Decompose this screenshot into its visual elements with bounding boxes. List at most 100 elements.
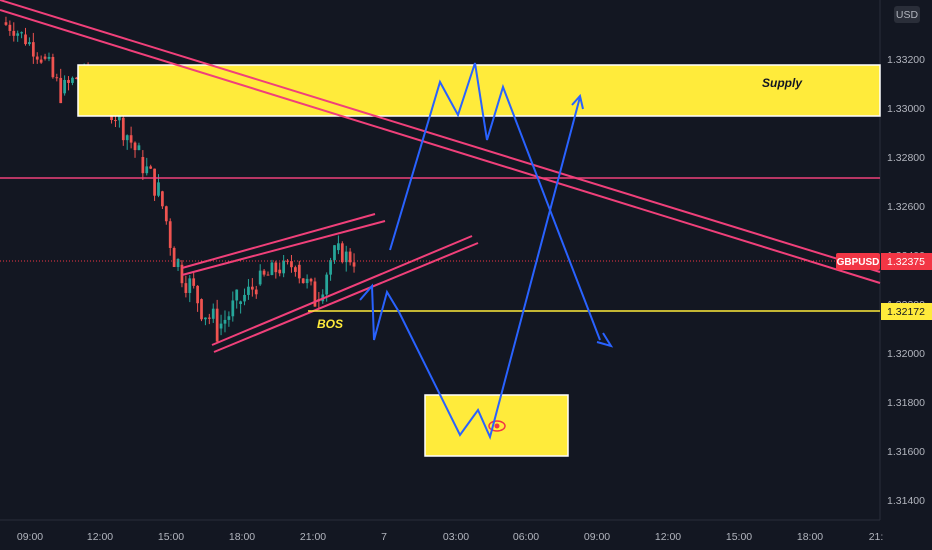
time-tick-label: 06:00 <box>513 531 539 543</box>
candle <box>20 31 23 39</box>
candle <box>149 164 153 170</box>
symbol-tag <box>836 253 880 270</box>
candle <box>121 114 125 146</box>
candle-body <box>145 166 149 174</box>
candle-body <box>176 259 180 268</box>
candle <box>309 277 313 286</box>
candle <box>250 278 254 297</box>
candle <box>223 310 227 333</box>
candle <box>215 299 219 344</box>
candle <box>211 303 215 323</box>
candle <box>184 275 188 298</box>
wedge-top-line-1[interactable] <box>181 213 376 269</box>
price-tick-label: 1.33200 <box>887 54 925 66</box>
candle-body <box>235 289 239 301</box>
candle-body <box>12 30 16 36</box>
candle-body <box>231 300 235 317</box>
candle-body <box>254 289 258 295</box>
candle <box>35 52 39 64</box>
current-price-label: 1.32375 <box>887 256 925 268</box>
candle <box>286 259 289 265</box>
symbol-label: GBPUSD <box>837 257 880 268</box>
candle-body <box>282 260 286 274</box>
candle <box>270 259 274 276</box>
candle-body <box>352 262 356 267</box>
candle-body <box>192 278 196 286</box>
candle-body <box>247 286 250 295</box>
bos-price-tag <box>881 303 932 320</box>
projection-path-down[interactable] <box>359 96 581 441</box>
time-axis[interactable]: 09:00 12:00 15:00 18:00 21:00 7 03:00 06:00 09:0… <box>17 531 883 543</box>
candle <box>337 235 340 255</box>
candle <box>55 73 59 82</box>
candle-body <box>121 117 125 141</box>
trendline-lower[interactable] <box>0 9 881 284</box>
candle <box>344 245 348 272</box>
time-tick-label: 03:00 <box>443 531 469 543</box>
candle-body <box>204 317 207 320</box>
candle-body <box>31 42 35 57</box>
time-tick-label: 12:00 <box>87 531 113 543</box>
candle-body <box>16 33 20 36</box>
candle <box>71 76 74 86</box>
candle-body <box>290 261 293 268</box>
candle <box>297 260 301 284</box>
candle <box>153 168 156 201</box>
candle <box>204 317 207 326</box>
candle <box>164 205 168 225</box>
candle-body <box>67 79 70 83</box>
candle-body <box>250 286 254 290</box>
candle-body <box>74 77 78 79</box>
trendline-upper[interactable] <box>0 0 881 273</box>
candle-body <box>313 281 317 307</box>
candle <box>266 271 270 276</box>
currency-badge[interactable] <box>894 6 920 23</box>
candle <box>301 278 305 284</box>
price-tick-label: 1.33000 <box>887 103 925 115</box>
candle <box>161 190 164 210</box>
candle-body <box>168 221 172 248</box>
candle <box>47 52 51 62</box>
candle-body <box>305 278 309 284</box>
time-tick-label: 18:00 <box>797 531 823 543</box>
candle-body <box>71 77 74 83</box>
candle-body <box>278 269 282 274</box>
wedge-top-line-2[interactable] <box>181 220 386 276</box>
price-tick-label: 1.31800 <box>887 397 925 409</box>
projection-path-up[interactable] <box>389 62 601 341</box>
candle-body <box>24 34 27 45</box>
candle <box>254 285 258 299</box>
eye-icon <box>488 420 506 432</box>
candle <box>43 53 47 61</box>
candle <box>258 264 262 286</box>
candle <box>125 134 129 150</box>
candle <box>16 30 20 42</box>
candle <box>192 272 196 289</box>
candle-body <box>301 278 305 284</box>
candle-body <box>161 191 164 207</box>
candle-body <box>207 317 211 319</box>
candle <box>239 300 242 314</box>
candle-body <box>141 157 145 174</box>
candle <box>28 37 31 46</box>
candle-body <box>47 56 51 59</box>
time-tick-label: 15:00 <box>726 531 752 543</box>
price-tick-label: 1.32600 <box>887 201 925 213</box>
candle <box>8 20 12 36</box>
candle-body <box>55 77 59 79</box>
candle <box>51 53 55 79</box>
candle <box>129 126 133 149</box>
candle <box>137 142 141 151</box>
candle-body <box>149 166 153 169</box>
wedge-bottom-line-1[interactable] <box>211 235 473 346</box>
wedge-bottom-line-2[interactable] <box>213 242 479 353</box>
candle-body <box>20 32 23 34</box>
time-tick-label: 12:00 <box>655 531 681 543</box>
candle <box>200 298 203 322</box>
time-tick-label: 18:00 <box>229 531 255 543</box>
candle <box>59 68 63 104</box>
candle-body <box>337 243 340 251</box>
candle-body <box>63 79 66 94</box>
price-tick-label: 1.31400 <box>887 495 925 507</box>
